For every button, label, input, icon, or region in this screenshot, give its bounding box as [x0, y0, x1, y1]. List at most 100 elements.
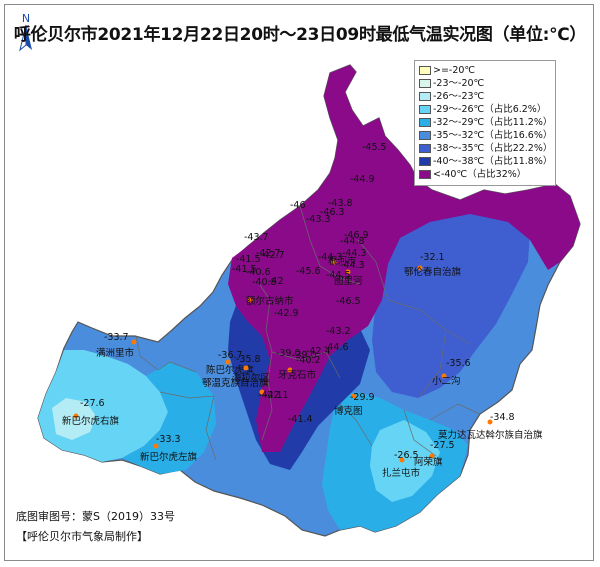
legend-label: -32～-29℃（占比11.2%）: [433, 117, 553, 128]
zone-se-pale: [370, 420, 440, 502]
legend-item: -29～-26℃（占比6.2%）: [419, 104, 546, 115]
legend-label: -38～-35℃（占比22.2%）: [433, 143, 553, 154]
north-arrow-icon: N: [16, 12, 36, 52]
legend: >=-20℃ -23～-20℃ -26～-23℃ -29～-26℃（占比6.2%） -3…: [414, 60, 556, 186]
legend-swatch: [419, 105, 431, 114]
grid-value: -46.9: [344, 230, 369, 241]
station-temp: -33.3: [156, 434, 181, 445]
grid-value: -42.4: [306, 346, 331, 357]
legend-label: <-40℃（占比32%）: [433, 169, 527, 180]
legend-label: -26～-23℃: [433, 91, 485, 102]
station-dot: [259, 389, 265, 395]
station-name: 新巴尔虎右旗: [62, 415, 120, 427]
legend-label: -23～-20℃: [433, 78, 485, 89]
grid-value: -44.5: [326, 270, 351, 281]
grid-value: -40.2: [296, 355, 321, 366]
grid-value: -43.3: [306, 214, 331, 225]
station-temp: -44.3: [340, 260, 365, 271]
legend-item: >=-20℃: [419, 65, 475, 76]
zone-east-deep: [372, 206, 530, 398]
station-name: 陈巴尔虎旗: [206, 364, 254, 376]
station-name: 扎兰屯市: [382, 467, 421, 479]
station-name: 新巴尔虎左旗: [140, 451, 198, 463]
grid-value: -45.6: [296, 266, 321, 277]
station-name: 根河市: [328, 255, 357, 267]
legend-swatch: [419, 144, 431, 153]
station-name: 鄂伦春自治旗: [404, 266, 462, 278]
station-temp: -27.6: [80, 398, 105, 409]
station-name: 额尔古纳市: [246, 295, 294, 307]
station-name: 博克图: [334, 405, 363, 417]
zone-west-cyan: [52, 398, 96, 440]
station-dot: [345, 269, 351, 275]
grid-value: -42.7: [256, 248, 281, 259]
legend-swatch: [419, 131, 431, 140]
legend-item: -23～-20℃: [419, 78, 484, 89]
map-title: 呼伦贝尔市2021年12月22日20时～23日09时最低气温实况图（单位:℃）: [13, 25, 587, 45]
grid-value: -44.6: [324, 342, 349, 353]
station-dot: [73, 413, 79, 419]
station-dot: [153, 443, 159, 449]
grid-value: -41.5: [236, 254, 261, 265]
legend-swatch: [419, 170, 431, 179]
legend-swatch: [419, 92, 431, 101]
station-name: 莫力达瓦达斡尔族自治旗: [438, 429, 543, 441]
station-temp: -36.7: [218, 350, 243, 361]
station-temp: -35.8: [236, 354, 261, 365]
station-dot: [243, 365, 249, 371]
grid-value: -42.7: [260, 250, 285, 261]
station-temp: -41.5: [232, 264, 257, 275]
extra-values: -45.5-44.9-43.8-46-43.3-46.3-43.7 -46.9-4…: [236, 142, 387, 425]
station-name: 图里河: [334, 275, 363, 287]
station-name: 牙克石市: [278, 369, 317, 381]
station-name: 阿荣旗: [414, 456, 443, 468]
legend-item: -32～-29℃（占比11.2%）: [419, 117, 552, 128]
legend-swatch: [419, 118, 431, 127]
grid-value: -43.8: [328, 198, 353, 209]
station-dot: [331, 259, 337, 265]
grid-value: -40.8: [252, 277, 277, 288]
map-frame: [4, 4, 594, 561]
station-dot: [131, 339, 137, 345]
footer-approval: 底图审图号：蒙S（2019）33号: [16, 510, 175, 523]
legend-swatch: [419, 79, 431, 88]
station-markers: -33.7 满洲里市 -27.6 新巴尔虎右旗 -33.3 新巴尔虎左旗 -36.7 陈巴尔虎…: [62, 252, 543, 479]
grid-value: -46.5: [336, 296, 361, 307]
grid-value: -44.9: [350, 174, 375, 185]
north-label: N: [22, 12, 30, 25]
grid-value: -43.2: [326, 326, 351, 337]
station-temp: -35.6: [446, 358, 471, 369]
grid-value: -44.3: [342, 248, 367, 259]
station-dot: [441, 373, 447, 379]
legend-label: >=-20℃: [433, 65, 476, 76]
grid-value: -45.5: [362, 142, 387, 153]
legend-swatch: [419, 157, 431, 166]
grid-value: -43.7: [244, 232, 269, 243]
grid-value: -42.1: [264, 390, 289, 401]
station-temp: -39.0: [276, 348, 301, 359]
station-temp: -42.1: [258, 390, 283, 401]
zone-sw-mid: [122, 362, 216, 474]
grid-value: -41.4: [288, 414, 313, 425]
station-temp: -32.1: [420, 252, 445, 263]
station-dot: [399, 457, 405, 463]
legend-item: <-40℃（占比32%）: [419, 169, 526, 180]
station-temp: -26.5: [394, 450, 419, 461]
station-temp: -27.5: [430, 440, 455, 451]
station-temp: -33.7: [104, 332, 129, 343]
station-dot: [287, 367, 293, 373]
grid-value: -44.8: [340, 236, 365, 247]
legend-label: -35～-32℃（占比16.6%）: [433, 130, 553, 141]
station-dot: [487, 419, 493, 425]
station-temp: -44.3: [318, 252, 343, 263]
grid-value: -46: [290, 200, 306, 211]
station-dot: [351, 393, 357, 399]
grid-value: -39.0: [292, 350, 317, 361]
legend-item: -38～-35℃（占比22.2%）: [419, 143, 552, 154]
grid-value: -40.6: [246, 267, 271, 278]
grid-value: -46.3: [320, 207, 345, 218]
legend-swatch: [419, 66, 431, 75]
legend-item: -40～-38℃（占比11.8%）: [419, 156, 552, 167]
